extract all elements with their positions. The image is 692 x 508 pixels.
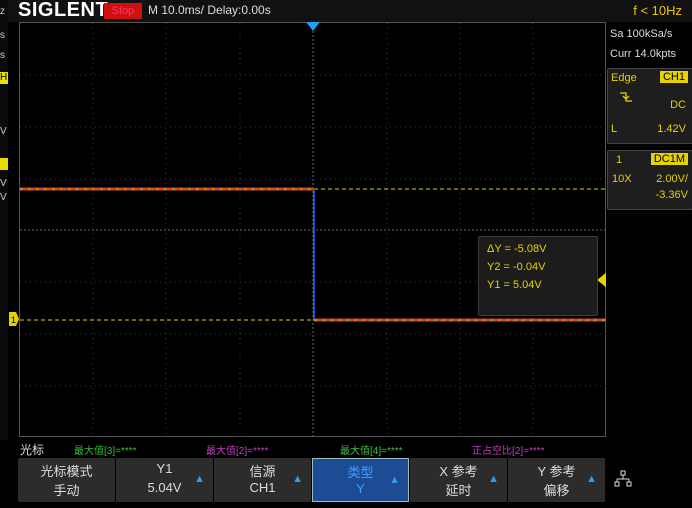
left-strip-char: s xyxy=(0,50,5,61)
run-stop-badge[interactable]: Stop xyxy=(104,3,142,19)
type-button[interactable]: 类型 Y ▲ xyxy=(312,458,409,502)
softkey-menu: 光标模式 手动 Y1 5.04V ▲ 信源 CH1 ▲ 类型 Y ▲ X 参考 … xyxy=(18,458,692,502)
left-strip-char xyxy=(0,158,8,170)
grid-lines xyxy=(20,23,607,438)
cursor-y2-value: Y2 = -0.04V xyxy=(487,261,546,273)
network-icon[interactable] xyxy=(614,470,632,488)
cursor-readout-box: ΔY = -5.08V Y2 = -0.04V Y1 = 5.04V xyxy=(478,236,598,316)
waveform-canvas xyxy=(20,23,607,438)
falling-edge-icon xyxy=(620,92,632,102)
knob-up-arrow-icon: ▲ xyxy=(292,473,303,485)
trigger-level: 1.42V xyxy=(657,123,686,135)
cursor-delta-y: ΔY = -5.08V xyxy=(487,243,547,255)
memory-depth: Curr 14.0kpts xyxy=(610,48,677,60)
trigger-position-marker-icon[interactable] xyxy=(306,22,320,32)
softkey-value: 5.04V xyxy=(147,480,182,495)
probe-ratio: 10X xyxy=(612,173,632,185)
cursor-section-title: 光标 xyxy=(20,443,45,457)
softkey-label: 光标模式 xyxy=(40,464,93,479)
softkey-value: Y xyxy=(356,481,365,496)
measurement-item: 最大值[3]=**** xyxy=(74,446,137,457)
frequency-readout: f < 10Hz xyxy=(633,3,682,18)
trigger-level-label: L xyxy=(611,123,618,135)
trigger-coupling: DC xyxy=(670,99,686,111)
left-strip-char: V xyxy=(0,178,7,189)
softkey-label: Y 参考 xyxy=(537,464,576,479)
channel-coupling-badge: DC1M xyxy=(650,153,688,165)
brand-logo: SIGLENT xyxy=(18,0,109,21)
left-strip-char: H xyxy=(0,72,8,84)
trigger-info-box[interactable]: Edge CH1 DC L 1.42V xyxy=(607,68,692,144)
measurement-item: 最大值[4]=**** xyxy=(340,446,403,457)
knob-up-arrow-icon: ▲ xyxy=(586,473,597,485)
left-strip-char: V xyxy=(0,192,7,203)
ch1-waveform xyxy=(20,187,607,322)
measurement-row: 光标 最大值[3]=**** 最大值[2]=**** 最大值[4]=**** 正… xyxy=(18,440,692,457)
top-status-bar: SIGLENT Stop M 10.0ms/ Delay:0.00s f < 1… xyxy=(8,0,692,22)
timebase-readout: M 10.0ms/ Delay:0.00s xyxy=(148,3,271,17)
trigger-mode: Edge xyxy=(611,72,637,84)
channel-number: 1 xyxy=(616,154,623,166)
softkey-value: 延时 xyxy=(445,483,472,498)
waveform-grid[interactable] xyxy=(19,22,607,438)
softkey-value: 手动 xyxy=(53,483,80,498)
y-reference-button[interactable]: Y 参考 偏移 ▲ xyxy=(508,458,606,502)
softkey-label: Y1 xyxy=(156,461,173,476)
ch1-offset-marker-icon[interactable]: 1 xyxy=(9,312,19,326)
right-info-panel: Sa 100kSa/s Curr 14.0kpts Edge CH1 DC L … xyxy=(606,22,692,437)
cursor-mode-button[interactable]: 光标模式 手动 xyxy=(18,458,116,502)
x-reference-button[interactable]: X 参考 延时 ▲ xyxy=(410,458,508,502)
measurement-item: 最大值[2]=**** xyxy=(206,446,269,457)
left-strip-char: V xyxy=(0,126,7,137)
softkey-label: 类型 xyxy=(347,465,374,480)
svg-text:1: 1 xyxy=(11,315,16,325)
trigger-source-badge: CH1 xyxy=(659,71,688,83)
trigger-level-marker-icon[interactable] xyxy=(597,272,607,288)
knob-up-arrow-icon: ▲ xyxy=(389,474,400,486)
knob-up-arrow-icon: ▲ xyxy=(488,473,499,485)
volts-per-div: 2.00V/ xyxy=(656,173,688,185)
sample-rate: Sa 100kSa/s xyxy=(610,28,673,40)
left-strip-char: z xyxy=(0,6,5,17)
source-button[interactable]: 信源 CH1 ▲ xyxy=(214,458,312,502)
channel1-info-box[interactable]: 1 DC1M 10X 2.00V/ -3.36V xyxy=(607,150,692,210)
measurement-item: 正占空比[2]=**** xyxy=(472,446,545,457)
softkey-label: 信源 xyxy=(249,464,276,479)
softkey-value: 偏移 xyxy=(543,483,570,498)
channel-offset: -3.36V xyxy=(655,189,688,201)
left-edge-strip: z s s H V V V xyxy=(0,0,8,440)
softkey-value: CH1 xyxy=(249,480,276,495)
cursor-y1-value: Y1 = 5.04V xyxy=(487,279,542,291)
left-strip-char: s xyxy=(0,30,5,41)
softkey-label: X 参考 xyxy=(439,464,478,479)
knob-up-arrow-icon: ▲ xyxy=(194,473,205,485)
y1-position-button[interactable]: Y1 5.04V ▲ xyxy=(116,458,214,502)
